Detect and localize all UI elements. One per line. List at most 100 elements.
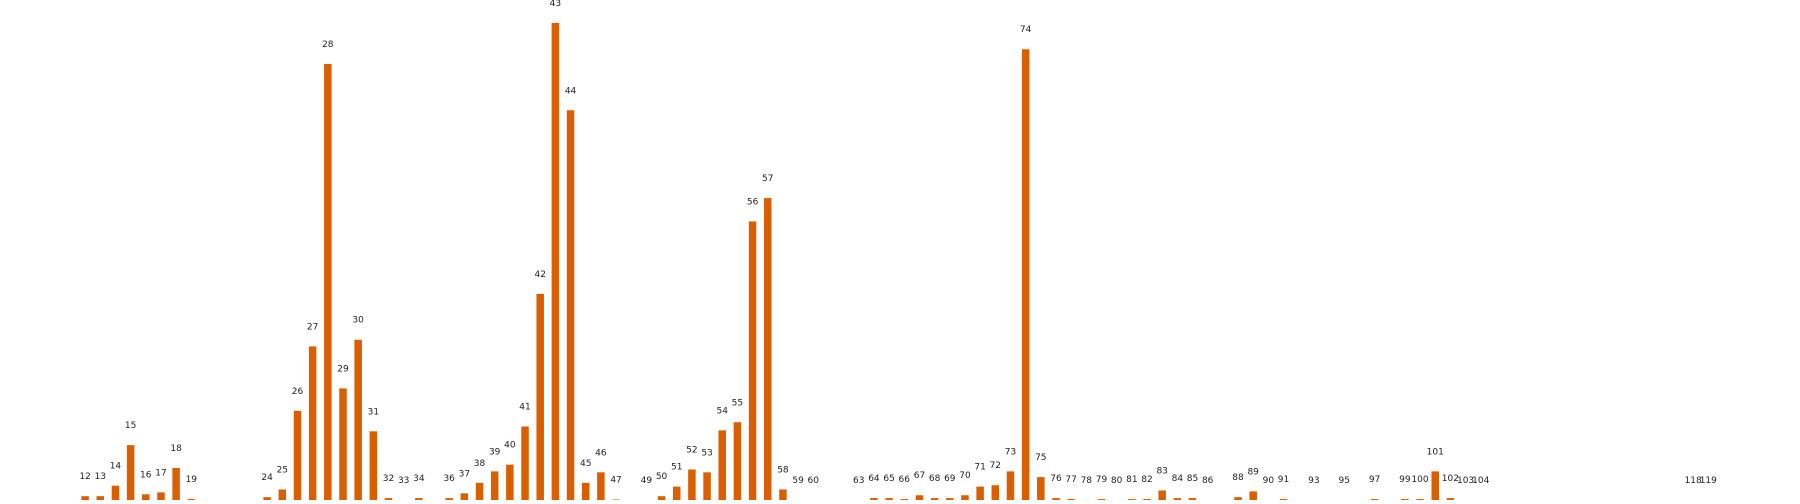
data-label-77: 77: [1065, 475, 1076, 485]
data-label-28: 28: [322, 40, 334, 50]
bar-67: [916, 495, 924, 500]
bar-26: [294, 411, 302, 500]
data-label-43: 43: [550, 0, 561, 9]
data-label-89: 89: [1247, 467, 1259, 477]
data-label-19: 19: [186, 475, 198, 485]
bar-70: [961, 495, 969, 500]
bar-53: [703, 472, 711, 500]
data-label-80: 80: [1111, 476, 1123, 486]
bar-29: [339, 388, 347, 500]
data-label-46: 46: [595, 448, 607, 458]
data-label-45: 45: [580, 459, 591, 469]
bar-83: [1158, 490, 1166, 500]
data-label-13: 13: [95, 472, 106, 482]
data-label-34: 34: [413, 474, 425, 484]
data-label-24: 24: [261, 473, 273, 483]
data-label-84: 84: [1172, 474, 1184, 484]
bar-50: [658, 496, 666, 500]
data-label-49: 49: [641, 476, 653, 486]
data-label-83: 83: [1156, 466, 1167, 476]
bar-46: [597, 472, 605, 500]
bar-57: [764, 198, 772, 500]
data-label-60: 60: [808, 476, 820, 486]
data-label-73: 73: [1005, 447, 1016, 457]
bar-30: [354, 340, 362, 500]
bar-15: [127, 445, 135, 500]
data-label-36: 36: [443, 474, 455, 484]
data-label-95: 95: [1338, 476, 1349, 486]
bar-52: [688, 469, 696, 500]
bar-45: [582, 483, 590, 500]
data-label-69: 69: [944, 474, 956, 484]
bar-18: [172, 468, 180, 500]
data-label-30: 30: [352, 316, 364, 326]
bar-71: [976, 487, 984, 500]
bar-44: [567, 110, 575, 500]
bar-16: [142, 494, 150, 500]
data-label-38: 38: [474, 459, 486, 469]
bar-13: [97, 496, 105, 500]
data-label-100: 100: [1411, 475, 1428, 485]
bar-38: [476, 483, 484, 500]
data-label-86: 86: [1202, 476, 1214, 486]
data-label-29: 29: [337, 364, 349, 374]
bar-54: [718, 430, 726, 500]
bar-12: [81, 496, 89, 500]
data-label-55: 55: [732, 398, 743, 408]
bar-101: [1431, 471, 1439, 500]
bar-39: [491, 471, 499, 500]
bar-27: [309, 346, 317, 500]
bar-56: [749, 221, 757, 500]
data-label-82: 82: [1141, 475, 1152, 485]
data-label-85: 85: [1187, 474, 1198, 484]
data-label-17: 17: [155, 468, 166, 478]
bar-75: [1037, 477, 1045, 500]
data-label-68: 68: [929, 474, 941, 484]
data-label-88: 88: [1232, 473, 1244, 483]
data-label-40: 40: [504, 441, 516, 451]
bar-55: [734, 422, 742, 500]
data-label-16: 16: [140, 470, 152, 480]
data-label-26: 26: [292, 387, 304, 397]
bar-89: [1249, 491, 1257, 500]
data-label-59: 59: [792, 476, 804, 486]
bar-17: [157, 492, 165, 500]
data-label-97: 97: [1369, 475, 1380, 485]
bar-14: [112, 486, 120, 500]
data-label-31: 31: [368, 407, 379, 417]
data-label-39: 39: [489, 447, 501, 457]
data-label-32: 32: [383, 474, 394, 484]
data-label-15: 15: [125, 421, 136, 431]
data-label-78: 78: [1081, 476, 1093, 486]
data-label-53: 53: [701, 448, 712, 458]
data-label-52: 52: [686, 445, 697, 455]
data-label-91: 91: [1278, 475, 1289, 485]
data-label-14: 14: [110, 462, 122, 472]
data-label-64: 64: [868, 474, 880, 484]
data-label-25: 25: [277, 466, 288, 476]
data-label-37: 37: [459, 469, 470, 479]
data-label-18: 18: [170, 444, 182, 454]
data-label-67: 67: [914, 471, 925, 481]
data-label-50: 50: [656, 472, 668, 482]
data-label-56: 56: [747, 197, 759, 207]
data-label-42: 42: [534, 270, 545, 280]
data-label-33: 33: [398, 476, 409, 486]
bar-58: [779, 490, 787, 500]
data-label-81: 81: [1126, 475, 1137, 485]
data-label-72: 72: [990, 461, 1001, 471]
data-label-47: 47: [610, 476, 621, 486]
data-label-90: 90: [1263, 476, 1275, 486]
data-label-65: 65: [883, 474, 894, 484]
data-label-70: 70: [959, 471, 971, 481]
bar-43: [552, 23, 560, 500]
data-label-71: 71: [974, 463, 985, 473]
data-label-119: 119: [1700, 476, 1717, 486]
data-label-101: 101: [1427, 447, 1444, 457]
data-label-75: 75: [1035, 453, 1046, 463]
data-label-76: 76: [1050, 474, 1062, 484]
data-label-44: 44: [565, 86, 577, 96]
bar-25: [279, 490, 287, 500]
